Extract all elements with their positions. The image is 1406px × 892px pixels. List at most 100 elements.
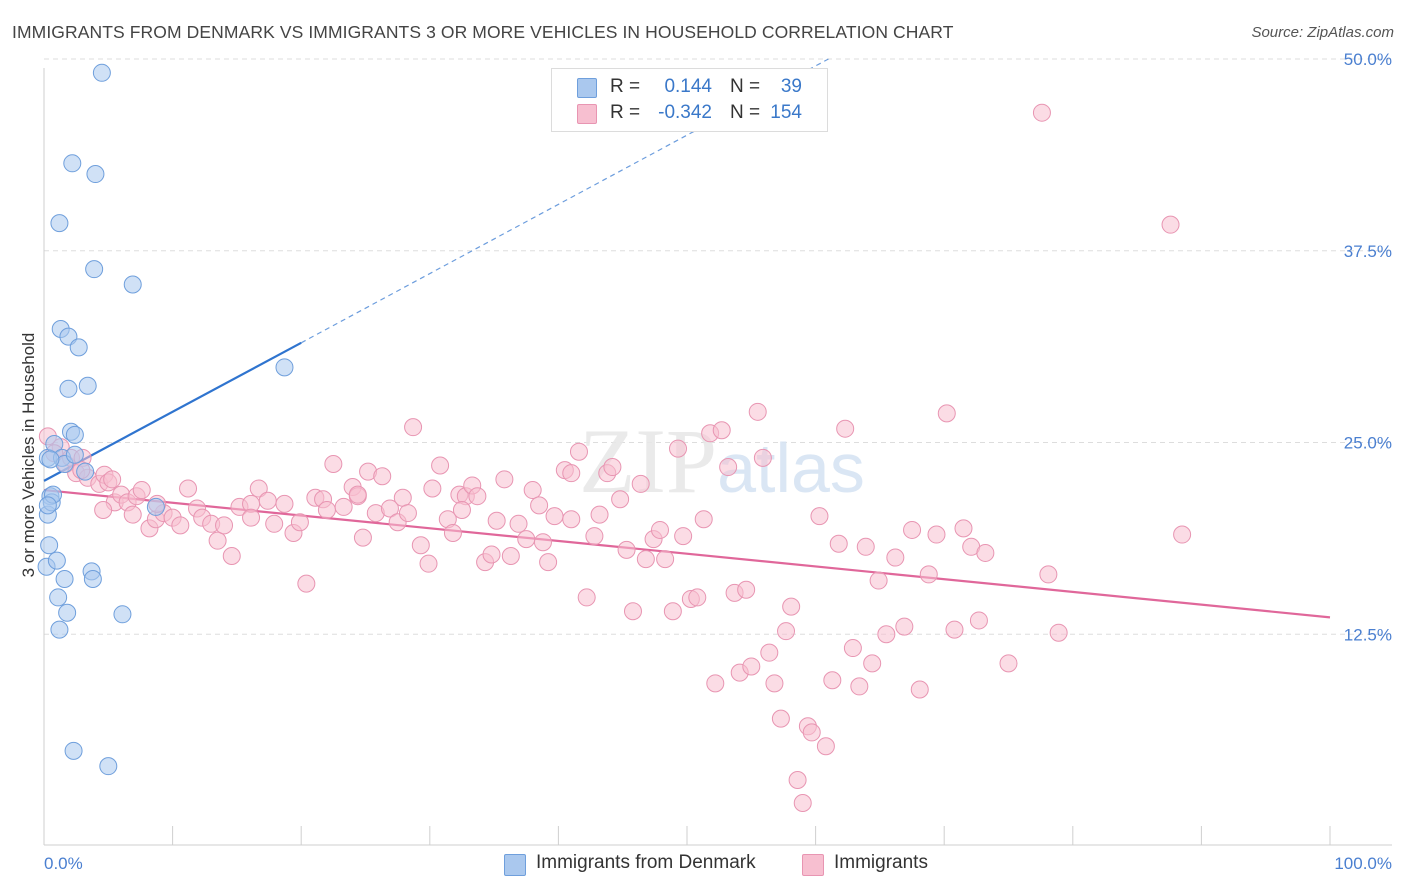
point-immigrants — [829, 534, 848, 553]
point-immigrants — [737, 580, 756, 599]
point-immigrants — [843, 639, 862, 658]
point-immigrants — [650, 520, 669, 539]
point-denmark — [65, 445, 84, 464]
point-immigrants — [694, 510, 713, 529]
point-immigrants — [802, 723, 821, 742]
point-immigrants — [482, 545, 501, 564]
point-denmark — [50, 214, 69, 233]
point-denmark — [41, 450, 60, 469]
point-immigrants — [623, 602, 642, 621]
point-immigrants — [1039, 565, 1058, 584]
legend-n-value: 154 — [770, 102, 802, 123]
point-immigrants — [590, 505, 609, 524]
point-immigrants — [1173, 525, 1192, 544]
point-immigrants — [423, 479, 442, 498]
point-immigrants — [760, 643, 779, 662]
point-immigrants — [765, 674, 784, 693]
point-immigrants — [688, 588, 707, 607]
point-immigrants — [258, 491, 277, 510]
point-immigrants — [208, 531, 227, 550]
point-immigrants — [530, 496, 549, 515]
point-immigrants — [850, 677, 869, 696]
point-denmark — [76, 462, 95, 481]
point-denmark — [64, 741, 83, 760]
legend-r-label: R = — [610, 76, 641, 97]
point-denmark — [49, 588, 68, 607]
point-denmark — [50, 620, 69, 639]
legend-swatch-immigrants — [577, 104, 597, 124]
point-immigrants — [171, 516, 190, 535]
legend-n-value: 39 — [780, 76, 802, 97]
point-denmark — [113, 605, 132, 624]
point-immigrants — [771, 709, 790, 728]
point-immigrants — [668, 439, 687, 458]
point-immigrants — [452, 500, 471, 519]
watermark: ZIPatlas — [579, 410, 865, 512]
legend-row-denmark: R = 0.144 N = 39 — [552, 75, 827, 101]
point-immigrants — [523, 481, 542, 500]
point-immigrants — [487, 511, 506, 530]
y-tick-label: 37.5% — [1344, 242, 1392, 261]
legend-swatch-denmark — [577, 78, 597, 98]
x-tick-label: 0.0% — [44, 854, 83, 873]
point-immigrants — [380, 499, 399, 518]
point-immigrants — [919, 565, 938, 584]
point-denmark — [63, 154, 82, 173]
point-immigrants — [179, 479, 198, 498]
point-immigrants — [545, 507, 564, 526]
point-immigrants — [976, 543, 995, 562]
point-immigrants — [869, 571, 888, 590]
point-immigrants — [927, 525, 946, 544]
point-immigrants — [1161, 215, 1180, 234]
point-immigrants — [431, 456, 450, 475]
point-immigrants — [954, 519, 973, 538]
point-immigrants — [863, 654, 882, 673]
point-immigrants — [249, 479, 268, 498]
point-immigrants — [617, 540, 636, 559]
point-immigrants — [509, 514, 528, 533]
point-immigrants — [836, 419, 855, 438]
point-immigrants — [539, 553, 558, 572]
point-immigrants — [517, 530, 536, 549]
point-immigrants — [969, 611, 988, 630]
point-immigrants — [324, 454, 343, 473]
point-immigrants — [334, 497, 353, 516]
chart-title: IMMIGRANTS FROM DENMARK VS IMMIGRANTS 3 … — [12, 22, 954, 42]
series-legend: Immigrants from Denmark Immigrants — [0, 852, 1406, 878]
point-denmark — [69, 338, 88, 357]
point-immigrants — [656, 550, 675, 569]
point-immigrants — [353, 528, 372, 547]
point-immigrants — [937, 404, 956, 423]
point-immigrants — [753, 448, 772, 467]
point-immigrants — [886, 548, 905, 567]
point-immigrants — [290, 513, 309, 532]
point-denmark — [38, 496, 57, 515]
legend-row-immigrants: R = -0.342 N = 154 — [552, 101, 827, 127]
point-immigrants — [569, 442, 588, 461]
data-points — [37, 63, 1192, 812]
point-denmark — [92, 63, 111, 82]
y-tick-label: 12.5% — [1344, 625, 1392, 644]
point-denmark — [123, 275, 142, 294]
point-denmark — [65, 425, 84, 444]
point-immigrants — [945, 620, 964, 639]
y-tick-label: 50.0% — [1344, 50, 1392, 69]
point-denmark — [99, 757, 118, 776]
point-immigrants — [411, 536, 430, 555]
point-immigrants — [712, 421, 731, 440]
point-immigrants — [810, 507, 829, 526]
point-immigrants — [317, 500, 336, 519]
point-immigrants — [373, 467, 392, 486]
point-immigrants — [562, 464, 581, 483]
point-immigrants — [1049, 623, 1068, 642]
point-immigrants — [636, 550, 655, 569]
point-immigrants — [265, 514, 284, 533]
point-immigrants — [443, 524, 462, 543]
point-immigrants — [577, 588, 596, 607]
point-immigrants — [393, 488, 412, 507]
legend-label-denmark: Immigrants from Denmark — [536, 852, 756, 873]
point-denmark — [40, 536, 59, 555]
y-axis-label: 3 or more Vehicles in Household — [19, 333, 38, 578]
point-denmark — [83, 570, 102, 589]
